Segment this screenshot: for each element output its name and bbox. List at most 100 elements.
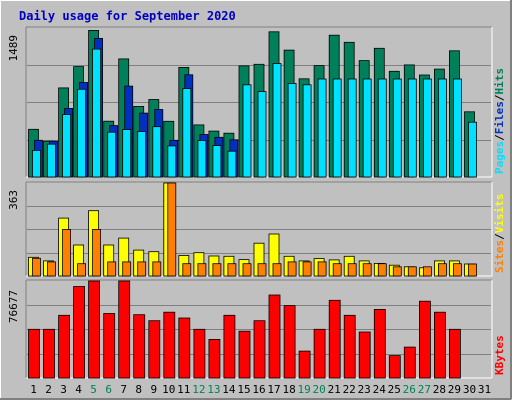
x-tick-label-day-28: 28 — [433, 383, 446, 396]
bar-pages-day-20 — [317, 78, 327, 178]
bar-sites-day-26 — [407, 266, 417, 277]
bar-sites-day-22 — [347, 263, 357, 277]
bar-sites-day-17 — [272, 263, 282, 277]
x-tick-label-day-18: 18 — [282, 383, 295, 396]
bar-pages-day-9 — [152, 126, 162, 178]
x-tick-label-day-23: 23 — [358, 383, 371, 396]
y-max-label: 76677 — [7, 290, 20, 323]
bar-sites-day-12 — [197, 263, 207, 277]
bar-sites-day-21 — [332, 263, 342, 277]
bar-pages-day-28 — [437, 78, 447, 178]
bar-sites-day-3 — [62, 228, 71, 277]
x-tick-label-day-5: 5 — [90, 383, 97, 396]
bar-kbytes-day-23 — [358, 331, 371, 379]
bar-sites-day-9 — [152, 261, 162, 277]
bar-sites-day-8 — [137, 261, 147, 277]
bar-kbytes-day-2 — [43, 328, 55, 379]
bar-pages-day-3 — [62, 114, 71, 178]
x-axis-day-labels: 1 2 3 4 5 6 7 8 9 10 11 12 13 14 15 16 17 18 19 20 21 22 23 24 2… — [30, 383, 491, 396]
bar-pages-day-19 — [302, 84, 312, 178]
bar-sites-day-24 — [377, 263, 387, 277]
bar-kbytes-day-9 — [148, 320, 161, 379]
x-tick-label-day-12: 12 — [192, 383, 205, 396]
x-tick-label-day-21: 21 — [328, 383, 341, 396]
bar-pages-day-16 — [257, 91, 267, 178]
legend-visits: Visits — [493, 194, 506, 234]
panel-kbytes: 76677 KBytes — [7, 279, 506, 379]
x-tick-label-day-22: 22 — [343, 383, 356, 396]
bar-pages-day-1 — [32, 149, 41, 178]
bar-pages-day-10 — [167, 145, 177, 178]
x-tick-label-day-10: 10 — [162, 383, 175, 396]
bar-kbytes-day-22 — [343, 314, 356, 379]
bar-sites-day-7 — [122, 261, 132, 277]
bar-pages-day-27 — [422, 78, 432, 178]
bar-pages-day-5 — [92, 48, 101, 178]
x-tick-label-day-3: 3 — [60, 383, 67, 396]
x-tick-label-day-9: 9 — [150, 383, 157, 396]
legend-hits: Hits — [493, 68, 506, 95]
bar-sites-day-2 — [47, 261, 56, 277]
bar-kbytes-day-12 — [193, 328, 206, 379]
x-tick-label-day-6: 6 — [105, 383, 112, 396]
bar-sites-day-6 — [107, 261, 117, 277]
bar-kbytes-day-20 — [313, 328, 326, 379]
bar-kbytes-day-17 — [268, 294, 281, 379]
bar-pages-day-18 — [287, 83, 297, 178]
bar-kbytes-day-13 — [208, 338, 221, 379]
bar-pages-day-25 — [392, 78, 402, 178]
bar-kbytes-day-25 — [388, 355, 401, 379]
bar-pages-day-24 — [377, 78, 387, 178]
bar-kbytes-day-16 — [253, 320, 266, 379]
x-tick-label-day-30: 30 — [463, 383, 476, 396]
bar-sites-day-14 — [227, 263, 237, 277]
bar-sites-day-10 — [167, 182, 177, 277]
x-tick-label-day-11: 11 — [177, 383, 190, 396]
bar-pages-day-30 — [468, 121, 477, 178]
bar-kbytes-day-7 — [118, 280, 131, 379]
bar-sites-day-29 — [452, 263, 462, 277]
legend-files: Files — [493, 101, 506, 134]
x-tick-label-day-7: 7 — [120, 383, 127, 396]
bar-pages-day-6 — [107, 131, 117, 178]
bar-kbytes-day-26 — [403, 346, 416, 379]
legend-sites: Sites — [493, 240, 506, 273]
x-tick-label-day-20: 20 — [312, 383, 325, 396]
bar-pages-day-23 — [362, 78, 372, 178]
graph-panels: 1489Pages/Files/Hits363Sites/Visits76677… — [7, 26, 506, 379]
bar-pages-day-4 — [77, 88, 86, 178]
x-tick-label-day-29: 29 — [448, 383, 461, 396]
bar-pages-day-22 — [347, 78, 357, 178]
bar-kbytes-day-28 — [433, 311, 446, 379]
legend-kbytes: KBytes — [493, 335, 506, 375]
bar-sites-day-28 — [437, 263, 447, 277]
bar-sites-day-4 — [77, 263, 86, 277]
x-tick-label-day-15: 15 — [237, 383, 250, 396]
bar-sites-day-20 — [317, 261, 327, 277]
bar-sites-day-27 — [422, 266, 432, 277]
legend-separator: / — [493, 233, 506, 240]
bar-kbytes-day-15 — [238, 330, 251, 379]
x-tick-label-day-25: 25 — [388, 383, 401, 396]
bar-kbytes-day-29 — [448, 328, 461, 379]
bar-sites-day-25 — [392, 266, 402, 277]
x-tick-label-day-17: 17 — [267, 383, 280, 396]
bar-pages-day-29 — [452, 78, 462, 178]
bar-kbytes-day-27 — [418, 300, 431, 379]
bar-kbytes-day-18 — [283, 305, 296, 379]
bar-kbytes-day-1 — [28, 328, 40, 379]
x-tick-label-day-14: 14 — [222, 383, 236, 396]
legend-separator: / — [493, 94, 506, 101]
bar-pages-day-15 — [242, 84, 252, 178]
bar-pages-day-8 — [137, 131, 147, 178]
bar-kbytes-day-10 — [163, 311, 176, 379]
bar-kbytes-day-3 — [58, 314, 70, 379]
bar-sites-day-23 — [362, 263, 372, 277]
bar-kbytes-day-4 — [73, 286, 85, 379]
bar-pages-day-12 — [197, 140, 207, 178]
y-max-label: 363 — [7, 190, 20, 210]
x-tick-label-day-4: 4 — [75, 383, 82, 396]
x-tick-label-day-24: 24 — [373, 383, 387, 396]
